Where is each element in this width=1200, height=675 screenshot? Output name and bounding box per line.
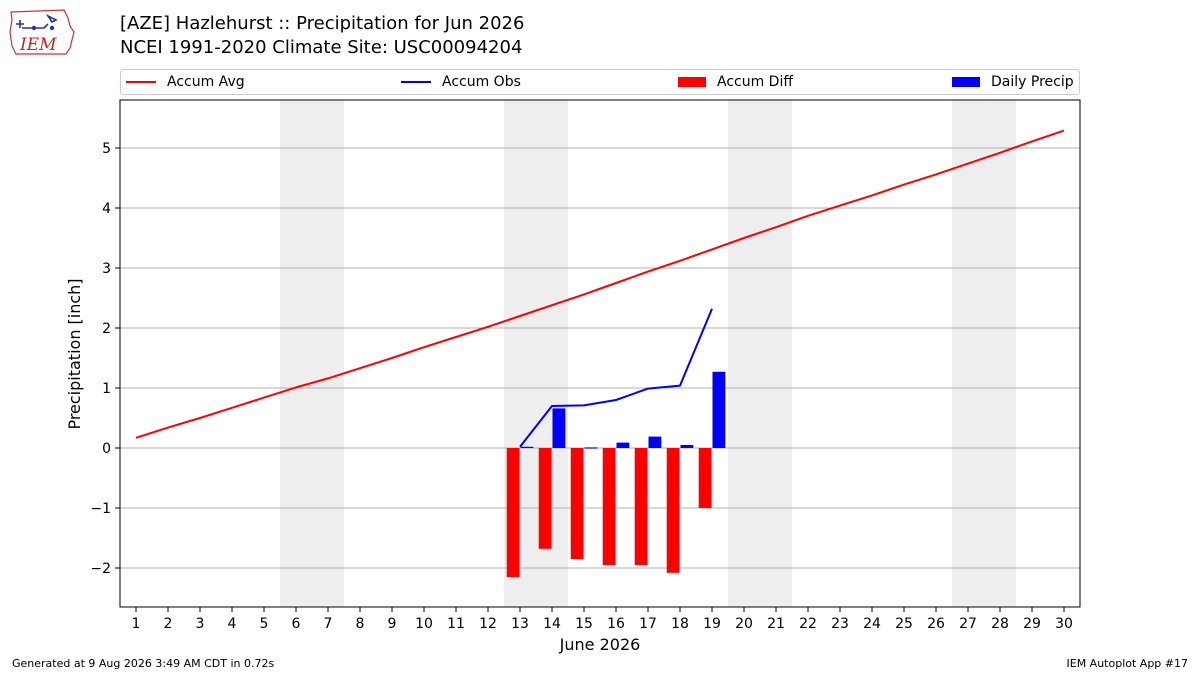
- legend-item-daily-precip: Daily Precip: [952, 70, 1074, 94]
- legend-swatch-daily-precip: [952, 77, 980, 87]
- daily-precip-bar-18: [680, 445, 694, 448]
- footer-app: IEM Autoplot App #17: [1066, 657, 1189, 670]
- legend-item-accum-avg: Accum Avg: [126, 70, 245, 94]
- plot-frame: [119, 99, 1081, 608]
- weekend-band-27: [952, 100, 984, 607]
- chart-subtitle: NCEI 1991-2020 Climate Site: USC00094204: [120, 37, 523, 58]
- weekend-band-7: [312, 100, 344, 607]
- x-tick-label-22: 22: [799, 616, 817, 632]
- accum-diff-bar-17: [634, 448, 648, 565]
- x-tick-label-18: 18: [671, 616, 689, 632]
- legend-label-accum-avg: Accum Avg: [167, 74, 245, 90]
- daily-precip-bar-15: [584, 447, 598, 449]
- y-tick-label-2: 0: [102, 441, 111, 457]
- y-tick-label-5: 3: [102, 261, 111, 277]
- weather-station-icon: [16, 13, 58, 29]
- x-tick-label-8: 8: [356, 616, 365, 632]
- accum-avg-line: [135, 129, 1065, 439]
- y-tick-label-6: 4: [102, 201, 111, 217]
- x-tick-label-4: 4: [228, 616, 237, 632]
- daily-precip-bar-19: [712, 371, 726, 448]
- x-tick-label-19: 19: [703, 616, 721, 632]
- x-tick-label-28: 28: [991, 616, 1009, 632]
- legend-swatch-accum-avg: [126, 81, 156, 83]
- accum-diff-bar-18: [666, 448, 680, 573]
- accum-diff-bar-15: [570, 448, 584, 559]
- x-tick-label-17: 17: [639, 616, 657, 632]
- x-tick-label-14: 14: [543, 616, 561, 632]
- legend-item-accum-diff: Accum Diff: [678, 70, 793, 94]
- legend-swatch-accum-diff: [678, 77, 706, 87]
- iowa-outline-icon: [9, 9, 75, 55]
- x-tick-label-2: 2: [164, 616, 173, 632]
- chart-title: [AZE] Hazlehurst :: Precipitation for Ju…: [120, 13, 525, 34]
- weekend-band-6: [280, 100, 312, 607]
- x-tick-label-1: 1: [132, 616, 141, 632]
- x-tick-label-16: 16: [607, 616, 625, 632]
- y-tick-label-0: −2: [90, 561, 111, 577]
- x-tick-label-11: 11: [447, 616, 465, 632]
- weekend-band-28: [984, 100, 1016, 607]
- x-tick-label-5: 5: [260, 616, 269, 632]
- x-tick-label-23: 23: [831, 616, 849, 632]
- x-tick-label-13: 13: [511, 616, 529, 632]
- x-tick-label-10: 10: [415, 616, 433, 632]
- daily-precip-bar-13: [520, 446, 534, 448]
- accum-diff-bar-16: [602, 448, 616, 565]
- accum-diff-bar-19: [698, 448, 712, 508]
- daily-precip-bar-17: [648, 436, 662, 448]
- weekend-band-20: [728, 100, 760, 607]
- x-tick-label-20: 20: [735, 616, 753, 632]
- x-tick-label-30: 30: [1055, 616, 1073, 632]
- x-tick-label-7: 7: [324, 616, 333, 632]
- chart-legend: Accum Avg Accum Obs Accum Diff Daily Pre…: [120, 69, 1080, 95]
- accum-diff-bar-14: [538, 448, 552, 549]
- y-tick-label-4: 2: [102, 321, 111, 337]
- daily-precip-bar-16: [616, 442, 630, 448]
- x-tick-label-27: 27: [959, 616, 977, 632]
- accum-obs-line: [519, 308, 713, 448]
- x-tick-label-6: 6: [292, 616, 301, 632]
- y-tick-label-3: 1: [102, 381, 111, 397]
- weekend-band-21: [760, 100, 792, 607]
- y-axis-label: Precipitation [inch]: [65, 278, 84, 429]
- x-axis-label: June 2026: [559, 635, 641, 654]
- legend-label-daily-precip: Daily Precip: [991, 74, 1074, 90]
- x-tick-label-9: 9: [388, 616, 397, 632]
- daily-precip-bar-14: [552, 408, 566, 448]
- x-tick-label-12: 12: [479, 616, 497, 632]
- x-tick-label-15: 15: [575, 616, 593, 632]
- iem-logo: IEM: [9, 9, 75, 55]
- legend-swatch-accum-obs: [401, 81, 431, 83]
- legend-item-accum-obs: Accum Obs: [401, 70, 521, 94]
- legend-label-accum-obs: Accum Obs: [442, 74, 521, 90]
- y-tick-label-1: −1: [90, 501, 111, 517]
- x-tick-label-26: 26: [927, 616, 945, 632]
- accum-diff-bar-13: [506, 448, 520, 577]
- x-tick-label-29: 29: [1023, 616, 1041, 632]
- x-tick-label-25: 25: [895, 616, 913, 632]
- x-tick-label-3: 3: [196, 616, 205, 632]
- x-tick-label-24: 24: [863, 616, 881, 632]
- x-tick-label-21: 21: [767, 616, 785, 632]
- y-tick-label-7: 5: [102, 141, 111, 157]
- footer-generated: Generated at 9 Aug 2026 3:49 AM CDT in 0…: [12, 657, 275, 670]
- logo-text: IEM: [19, 35, 57, 55]
- legend-label-accum-diff: Accum Diff: [717, 74, 794, 90]
